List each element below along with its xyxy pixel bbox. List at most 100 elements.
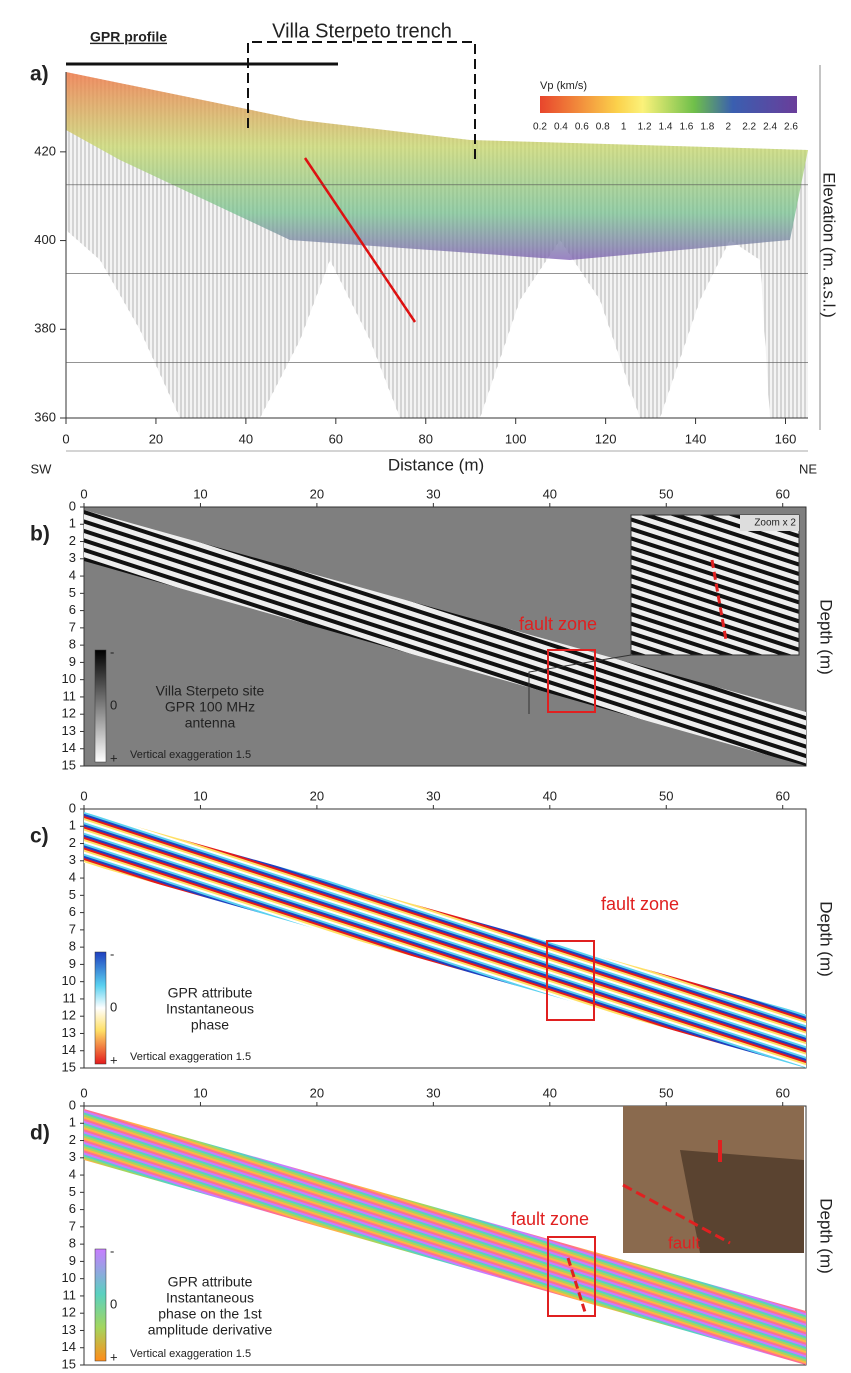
- scale-bar: [94, 649, 107, 763]
- y-tick-label: 2: [69, 1132, 76, 1147]
- scale-label: -: [110, 946, 114, 961]
- x-tick-label: 20: [310, 486, 324, 501]
- scale-label: -: [110, 1243, 114, 1258]
- y-tick-label: 360: [34, 409, 56, 424]
- fault-trace: [566, 1257, 587, 1313]
- legend-line: Villa Sterpeto site: [156, 683, 265, 699]
- x-tick-label: 0: [80, 788, 87, 803]
- x-tick-label: 20: [149, 431, 163, 446]
- y-tick-label: 3: [69, 550, 76, 565]
- x-tick-label: 30: [426, 788, 440, 803]
- y-tick-label: 0: [69, 1097, 76, 1112]
- x-tick-label: 140: [685, 431, 707, 446]
- y-axis-label: Elevation (m. a.s.l.): [820, 172, 839, 318]
- colorbar-tick-label: 0.8: [596, 122, 610, 133]
- x-tick-label: 120: [595, 431, 617, 446]
- fault-zone-box: [547, 1236, 596, 1317]
- x-tick-label: 50: [659, 1085, 673, 1100]
- x-tick-label: 60: [329, 431, 343, 446]
- fault-zone-box: [547, 649, 596, 713]
- y-tick-label: 13: [62, 1025, 76, 1040]
- legend-line: Instantaneous: [166, 1290, 254, 1306]
- colorbar-tick-label: 1.8: [700, 122, 714, 133]
- colorbar-tick-label: 2.4: [763, 122, 777, 133]
- y-tick-label: 3: [69, 1149, 76, 1164]
- y-tick-label: 8: [69, 637, 76, 652]
- zoom-fault: [710, 559, 728, 641]
- x-axis-label: Distance (m): [388, 455, 484, 474]
- x-tick-label: 60: [775, 788, 789, 803]
- y-tick-label: 7: [69, 921, 76, 936]
- y-tick-label: 14: [62, 1042, 76, 1057]
- y-tick-label: 1: [69, 1115, 76, 1130]
- x-tick-label: 80: [419, 431, 433, 446]
- zoom-label: Zoom x 2: [754, 518, 796, 529]
- scale-label: 0: [110, 697, 117, 712]
- x-tick-label: 0: [62, 431, 69, 446]
- legend-line: Instantaneous: [166, 1001, 254, 1017]
- colorbar-tick-label: 1.4: [659, 122, 673, 133]
- trench-bracket: [247, 41, 476, 160]
- y-tick-label: 8: [69, 1236, 76, 1251]
- x-tick-label: 160: [775, 431, 797, 446]
- y-tick-label: 13: [62, 1322, 76, 1337]
- scale-label: 0: [110, 999, 117, 1014]
- exaggeration-label: Vertical exaggeration 1.5: [130, 1348, 251, 1360]
- y-tick-label: 8: [69, 939, 76, 954]
- y-tick-label: 0: [69, 800, 76, 815]
- y-tick-label: 6: [69, 1201, 76, 1216]
- zoom-connector: [528, 654, 632, 714]
- y-tick-label: 10: [62, 973, 76, 988]
- x-tick-label: 10: [193, 486, 207, 501]
- y-axis-label: Depth (m): [817, 1198, 836, 1274]
- y-tick-label: 15: [62, 1059, 76, 1074]
- x-tick-label: 50: [659, 486, 673, 501]
- gpr-section: [84, 1109, 806, 1365]
- legend-line: GPR 100 MHz: [165, 699, 255, 715]
- x-tick-label: 10: [193, 788, 207, 803]
- y-tick-label: 15: [62, 1356, 76, 1371]
- x-tick-label: 100: [505, 431, 527, 446]
- y-tick-label: 12: [62, 1305, 76, 1320]
- velocity-overlay: [66, 72, 808, 260]
- y-tick-label: 12: [62, 1008, 76, 1023]
- y-tick-label: 380: [34, 321, 56, 336]
- scale-label: -: [110, 644, 114, 659]
- y-tick-label: 15: [62, 757, 76, 772]
- y-tick-label: 420: [34, 143, 56, 158]
- x-tick-label: 60: [775, 1085, 789, 1100]
- photo-fault-label: fault: [668, 1233, 700, 1252]
- sw-label: SW: [31, 461, 53, 476]
- y-tick-label: 1: [69, 516, 76, 531]
- legend-line: antenna: [185, 715, 236, 731]
- colorbar-title: Vp (km/s): [540, 80, 587, 92]
- x-tick-label: 20: [310, 1085, 324, 1100]
- scale-label: +: [110, 1349, 118, 1364]
- y-tick-label: 14: [62, 1339, 76, 1354]
- y-tick-label: 0: [69, 498, 76, 513]
- x-tick-label: 30: [426, 486, 440, 501]
- colorbar-tick-label: 1: [621, 122, 627, 133]
- x-tick-label: 40: [239, 431, 253, 446]
- y-axis-label: Depth (m): [817, 901, 836, 977]
- panel-label: c): [30, 825, 49, 848]
- gpr-section: [84, 812, 806, 1068]
- y-tick-label: 5: [69, 1184, 76, 1199]
- zoom-label-bg: [740, 515, 799, 531]
- ne-label: NE: [799, 461, 817, 476]
- fault-zone-label: fault zone: [601, 894, 679, 914]
- scale-bar: [94, 951, 107, 1065]
- photo-fault: [622, 1183, 731, 1245]
- y-tick-label: 1: [69, 818, 76, 833]
- colorbar-tick-label: 1.2: [638, 122, 652, 133]
- gpr-profile-label: GPR profile: [90, 29, 167, 45]
- y-tick-label: 5: [69, 585, 76, 600]
- gpr-section: [84, 510, 806, 766]
- y-tick-label: 7: [69, 619, 76, 634]
- legend-line: phase: [191, 1017, 229, 1033]
- y-tick-label: 14: [62, 740, 76, 755]
- colorbar-tick-label: 1.6: [679, 122, 693, 133]
- y-tick-label: 9: [69, 654, 76, 669]
- x-tick-label: 60: [775, 486, 789, 501]
- y-tick-label: 6: [69, 904, 76, 919]
